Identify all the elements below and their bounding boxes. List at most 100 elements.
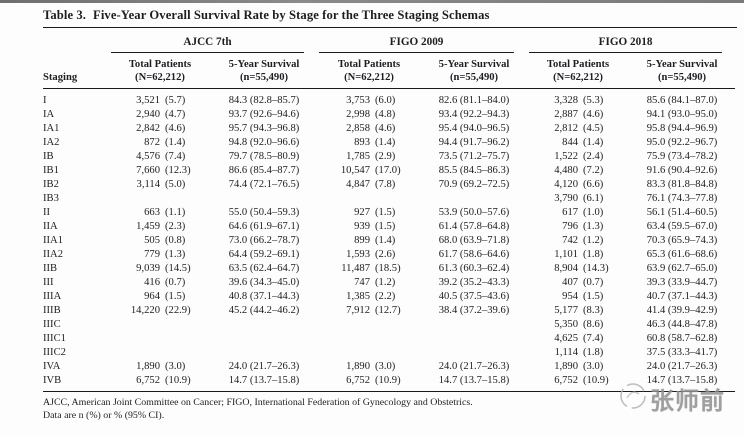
table-row: IA 2,940 (4.7) 93.7 (92.6–94.6) 2,998 (4.8) 93… (43, 108, 735, 122)
footnote-abbreviations: AJCC, American Joint Committee on Cancer… (43, 397, 473, 408)
survival-label: 5-Year Survival (228, 59, 300, 70)
total-patients-cell: 1,890 (3.0) (136, 361, 186, 372)
table-row: I 3,521 (5.7) 84.3 (82.8–85.7) 3,753 (6.0) 82.… (43, 89, 735, 109)
total-patients-cell: 3,114 (5.0) (136, 179, 186, 190)
total-patients-cell: 872 (1.4) (144, 137, 186, 148)
survival-cell: 94.1 (93.0–95.0) (646, 109, 718, 120)
stage-label: IVB (43, 374, 109, 392)
survival-cell: 65.3 (61.6–68.6) (646, 249, 718, 260)
total-patients-cell: 1,890 (3.0) (346, 361, 396, 372)
total-patients-cell: 9,039 (14.5) (136, 263, 191, 274)
col-header-survival-figo2018: 5-Year Survival (n=55,490) (629, 53, 736, 89)
stage-label: IA (43, 109, 55, 120)
footnote-data-format: Data are n (%) or % (95% CI). (43, 409, 165, 421)
total-patients-cell (317, 332, 421, 346)
survival-cell: 38.4 (37.2–39.6) (438, 305, 510, 316)
survival-cell: 95.8 (94.4–96.9) (646, 123, 718, 134)
total-patients-cell: 3,753 (6.0) (346, 95, 396, 106)
survival-cell (421, 346, 527, 360)
table-row: III 416 (0.7) 39.6 (34.3–45.0) 747 (1.2) 39.2 … (43, 276, 735, 290)
stage-label: IIIB (43, 305, 61, 316)
total-patients-cell: 4,847 (7.8) (346, 179, 396, 190)
table-row: IA2 872 (1.4) 94.8 (92.0–96.6) 893 (1.4) 94.4 … (43, 136, 735, 150)
survival-cell: 94.8 (92.0–96.6) (228, 137, 300, 148)
table-row: II 663 (1.1) 55.0 (50.4–59.3) 927 (1.5) 53.9 (… (43, 206, 735, 220)
table-row: IB 4,576 (7.4) 79.7 (78.5–80.9) 1,785 (2.9) 73… (43, 150, 735, 164)
survival-cell: 83.3 (81.8–84.8) (646, 179, 718, 190)
table-title-text: Five-Year Overall Survival Rate by Stage… (93, 8, 490, 22)
total-patients-cell: 11,487 (18.5) (341, 263, 401, 274)
survival-cell (421, 332, 527, 346)
stage-label: IIA (43, 221, 58, 232)
total-patients-cell (317, 192, 421, 206)
stage-label: IB (43, 151, 54, 162)
total-patients-cell: 939 (1.5) (354, 221, 396, 232)
total-patients-n: (N=62,212) (344, 72, 394, 83)
staging-column-header: Staging (43, 53, 109, 89)
group-header-ajcc7: AJCC 7th (109, 28, 317, 53)
total-patients-n: (N=62,212) (135, 72, 185, 83)
table-row: IIB 9,039 (14.5) 63.5 (62.4–64.7) 11,487 (18.… (43, 262, 735, 276)
survival-cell: 61.4 (57.8–64.8) (438, 221, 510, 232)
total-patients-cell: 2,812 (4.5) (554, 123, 604, 134)
survival-cell (421, 318, 527, 332)
survival-cell: 63.9 (62.7–65.0) (646, 263, 718, 274)
total-patients-cell: 2,842 (4.6) (136, 123, 186, 134)
table-title: Table 3. Five-Year Overall Survival Rate … (43, 8, 744, 23)
survival-cell: 46.3 (44.8–47.8) (646, 319, 718, 330)
survival-cell: 39.6 (34.3–45.0) (228, 277, 300, 288)
total-patients-cell: 617 (1.0) (562, 207, 604, 218)
table-row: IVB 6,752 (10.9) 14.7 (13.7–15.8) 6,752 (10.9… (43, 374, 736, 392)
total-patients-cell: 5,350 (8.6) (554, 319, 604, 330)
total-patients-cell: 2,998 (4.8) (346, 109, 396, 120)
total-patients-cell: 899 (1.4) (354, 235, 396, 246)
stage-label: IIB (43, 263, 58, 274)
survival-cell: 53.9 (50.0–57.6) (438, 207, 510, 218)
total-patients-cell: 742 (1.2) (562, 235, 604, 246)
stage-label: IB1 (43, 165, 59, 176)
total-patients-cell: 10,547 (17.0) (340, 165, 401, 176)
table-row: IIIB 14,220 (22.9) 45.2 (44.2–46.2) 7,912 (12… (43, 304, 735, 318)
survival-cell: 39.3 (33.9–44.7) (646, 277, 718, 288)
survival-cell: 61.3 (60.3–62.4) (438, 263, 510, 274)
table-row: IA1 2,842 (4.6) 95.7 (94.3–96.8) 2,858 (4.6) 9… (43, 122, 735, 136)
survival-cell: 86.6 (85.4–87.7) (228, 165, 300, 176)
survival-cell: 61.7 (58.6–64.6) (438, 249, 510, 260)
total-patients-cell: 6,752 (10.9) (527, 374, 630, 392)
total-patients-cell: 416 (0.7) (144, 277, 186, 288)
survival-cell: 75.9 (73.4–78.2) (646, 151, 718, 162)
survival-cell: 39.2 (35.2–43.3) (438, 277, 510, 288)
survival-cell: 91.6 (90.4–92.6) (646, 165, 718, 176)
survival-label: 5-Year Survival (438, 59, 510, 70)
column-header-row: Staging Total Patients (N=62,212) 5-Year… (43, 53, 736, 89)
total-patients-cell: 663 (1.1) (144, 207, 186, 218)
survival-n: (n=55,490) (449, 72, 499, 83)
survival-cell: 85.6 (84.1–87.0) (646, 95, 718, 106)
survival-cell: 95.7 (94.3–96.8) (228, 123, 300, 134)
stage-label: II (43, 207, 51, 218)
total-patients-cell: 7,660 (12.3) (136, 165, 191, 176)
total-patients-cell: 7,912 (12.7) (346, 305, 401, 316)
total-patients-cell (109, 332, 211, 346)
total-patients-label: Total Patients (546, 59, 610, 70)
total-patients-cell (317, 318, 421, 332)
table-row: IIA2 779 (1.3) 64.4 (59.2–69.1) 1,593 (2.6) 61… (43, 248, 735, 262)
title-rule (43, 27, 737, 28)
survival-cell: 74.4 (72.1–76.5) (228, 179, 300, 190)
survival-cell: 68.0 (63.9–71.8) (438, 235, 510, 246)
table-row: IVA 1,890 (3.0) 24.0 (21.7–26.3) 1,890 (3.0) 2… (43, 360, 735, 374)
survival-cell (211, 192, 317, 206)
survival-cell: 41.4 (39.9–42.9) (646, 305, 718, 316)
table-row: IIIA 964 (1.5) 40.8 (37.1–44.3) 1,385 (2.2) 40… (43, 290, 735, 304)
table-number-label: Table 3. (43, 8, 87, 22)
table-row: IB3 3,790 (6.1) 76.1 (74.3–77.8) (43, 192, 735, 206)
total-patients-cell (317, 346, 421, 360)
table-row: IIA1 505 (0.8) 73.0 (66.2–78.7) 899 (1.4) 68.0… (43, 234, 735, 248)
table-row: IB1 7,660 (12.3) 86.6 (85.4–87.7) 10,547 (17.… (43, 164, 735, 178)
stage-label: IB3 (43, 193, 59, 204)
stage-label: IB2 (43, 179, 59, 190)
total-patients-cell: 927 (1.5) (354, 207, 396, 218)
stage-label: IIIC2 (43, 347, 66, 358)
total-patients-cell (109, 192, 211, 206)
stage-label: III (43, 277, 54, 288)
